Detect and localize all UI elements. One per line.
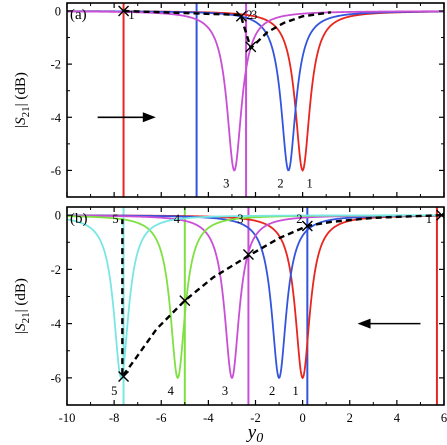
y-tick-label: 0 [55,209,61,223]
dashed-track [121,213,442,381]
panel-label: (b) [70,211,88,227]
x-tick-label: 6 [441,411,447,425]
marker-stroke [118,371,130,383]
dip-label-2: 2 [269,384,275,398]
panel-label: (a) [70,7,87,23]
marker-5 [118,371,130,383]
vline-number-label: 4 [174,212,181,226]
y-tick-label: -4 [51,111,62,125]
dip-label-4: 4 [168,384,175,398]
x-tick-label: -4 [203,411,214,425]
vline-number-label: 1 [128,8,134,22]
marker-1 [118,5,130,17]
marker-4 [179,295,191,307]
vline-number-label: 5 [112,212,118,226]
marker-2 [301,220,313,232]
marker-stroke [301,220,313,232]
x-tick-label: -6 [156,411,166,425]
plot-area [67,3,444,197]
panel-b: -10 -8 -6 -4 -2 0 2 4 6 0 -2 -4 -6 |S21| (dB) (b) 1 2 3 4 5… [13,206,447,445]
y-tick-label: -6 [51,164,61,178]
x-tick-label: -8 [109,411,119,425]
dip-label-1: 1 [307,176,313,190]
arrow-head [357,318,371,329]
series-line-3 [67,10,444,172]
arrow-head [142,112,156,123]
x-tick-label: 4 [394,411,401,425]
marker-3 [245,41,257,53]
dip-label-2: 2 [277,176,283,190]
plot-area [67,207,444,405]
dip-label-3: 3 [223,176,229,190]
x-tick-label: 0 [300,411,306,425]
x-tick-label: -10 [59,411,76,425]
y-tick-label: -6 [51,371,61,385]
marker-3 [242,248,254,260]
marker-stroke [242,248,254,260]
dashed-track [123,9,332,51]
y-axis-label: |S21| (dB) [13,72,32,128]
marker-stroke [235,10,247,22]
y-tick-label: -2 [51,58,61,72]
marker-stroke [179,295,191,307]
vline-number-label: 2 [246,8,252,22]
vline-number-label: 1 [426,212,432,226]
series-line-5 [67,214,444,380]
marker-stroke [245,41,257,53]
vline-number-label: 2 [296,212,302,226]
x-tick-label: -2 [250,411,260,425]
vline-number-label: 3 [251,8,257,22]
x-tick-label: 2 [347,411,353,425]
x-axis-label: y0 [246,422,263,445]
y-axis-label: |S21| (dB) [13,278,32,334]
dip-label-1: 1 [293,384,299,398]
dip-label-5: 5 [111,384,117,398]
marker-2 [235,10,247,22]
y-tick-label: -4 [51,317,62,331]
vline-number-label: 3 [237,212,243,226]
marker-stroke [118,5,130,17]
dip-label-3: 3 [222,384,228,398]
y-tick-label: -2 [51,263,61,277]
y-tick-label: 0 [55,4,61,18]
